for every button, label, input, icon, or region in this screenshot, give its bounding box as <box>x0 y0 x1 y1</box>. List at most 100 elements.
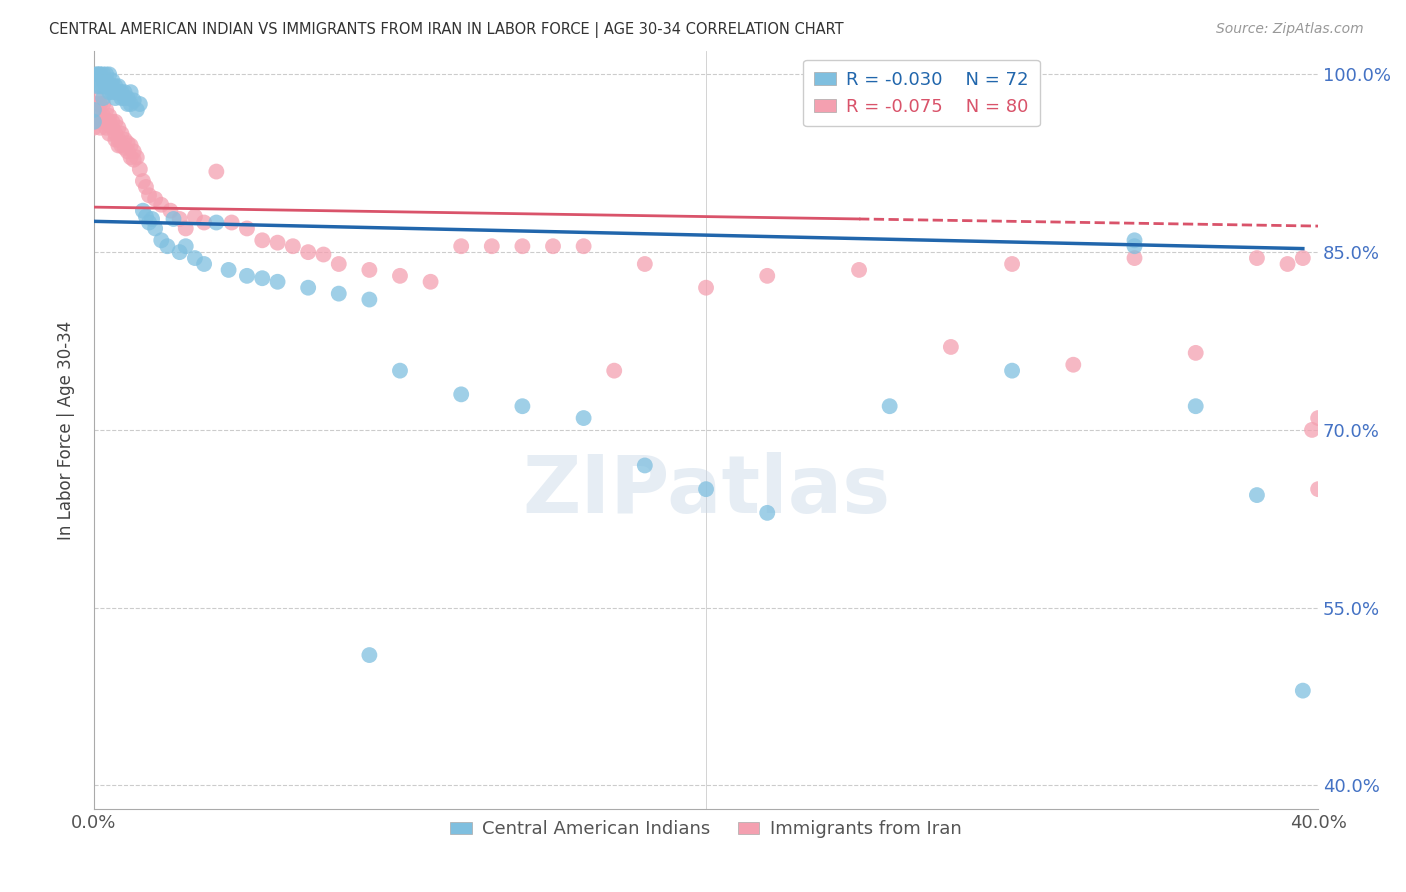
Point <box>1292 251 1315 265</box>
Point <box>328 257 350 271</box>
Point <box>86 67 108 81</box>
Point <box>879 399 901 413</box>
Point <box>110 127 132 141</box>
Point <box>101 120 124 135</box>
Point <box>150 198 173 212</box>
Point <box>135 210 157 224</box>
Point <box>1246 251 1268 265</box>
Point <box>297 245 319 260</box>
Point <box>450 387 472 401</box>
Point <box>96 79 118 94</box>
Point <box>117 91 139 105</box>
Point <box>1308 482 1330 496</box>
Point <box>1184 346 1206 360</box>
Point <box>86 79 108 94</box>
Point <box>297 281 319 295</box>
Point <box>98 85 121 99</box>
Point <box>104 132 127 146</box>
Point <box>101 73 124 87</box>
Point <box>128 162 150 177</box>
Point <box>205 164 228 178</box>
Point <box>236 221 259 235</box>
Point <box>104 115 127 129</box>
Point <box>1123 239 1146 253</box>
Point <box>1184 399 1206 413</box>
Point <box>120 138 142 153</box>
Point <box>89 67 111 81</box>
Point <box>101 115 124 129</box>
Point <box>359 648 381 662</box>
Point <box>252 233 274 247</box>
Point <box>138 188 160 202</box>
Point <box>328 286 350 301</box>
Point <box>388 364 411 378</box>
Point <box>174 239 197 253</box>
Point <box>98 67 121 81</box>
Text: ZIPatlas: ZIPatlas <box>522 451 890 530</box>
Point <box>150 233 173 247</box>
Point <box>91 97 114 112</box>
Point <box>89 67 111 81</box>
Point <box>107 85 129 99</box>
Point <box>86 91 108 105</box>
Point <box>110 91 132 105</box>
Point <box>541 239 564 253</box>
Point <box>266 275 288 289</box>
Point <box>91 91 114 105</box>
Point <box>110 138 132 153</box>
Point <box>419 275 441 289</box>
Point <box>120 150 142 164</box>
Point <box>117 136 139 150</box>
Point <box>89 79 111 94</box>
Point <box>122 153 145 167</box>
Point <box>634 458 657 473</box>
Point <box>114 132 136 146</box>
Point <box>104 79 127 94</box>
Point <box>98 79 121 94</box>
Point <box>83 115 105 129</box>
Point <box>1308 411 1330 425</box>
Point <box>114 91 136 105</box>
Point <box>128 97 150 112</box>
Point <box>572 411 595 425</box>
Point <box>132 203 155 218</box>
Point <box>1246 488 1268 502</box>
Point <box>143 192 166 206</box>
Point <box>939 340 962 354</box>
Point <box>98 115 121 129</box>
Point <box>83 120 105 135</box>
Point <box>120 97 142 112</box>
Point <box>114 141 136 155</box>
Point <box>159 203 181 218</box>
Point <box>89 120 111 135</box>
Point <box>91 79 114 94</box>
Point <box>848 263 870 277</box>
Point <box>135 180 157 194</box>
Point <box>125 150 148 164</box>
Point <box>1123 251 1146 265</box>
Point <box>98 127 121 141</box>
Point <box>101 85 124 99</box>
Point <box>1292 683 1315 698</box>
Point <box>512 239 534 253</box>
Point <box>107 79 129 94</box>
Point <box>89 97 111 112</box>
Point <box>184 210 207 224</box>
Point <box>695 482 717 496</box>
Point <box>96 73 118 87</box>
Point <box>114 85 136 99</box>
Point <box>359 263 381 277</box>
Point <box>107 120 129 135</box>
Point <box>104 85 127 99</box>
Point <box>603 364 626 378</box>
Point <box>388 268 411 283</box>
Point <box>634 257 657 271</box>
Point <box>86 97 108 112</box>
Point <box>1123 233 1146 247</box>
Point <box>695 281 717 295</box>
Point <box>221 215 243 229</box>
Point <box>156 239 179 253</box>
Point <box>169 245 191 260</box>
Point <box>125 103 148 117</box>
Point <box>86 67 108 81</box>
